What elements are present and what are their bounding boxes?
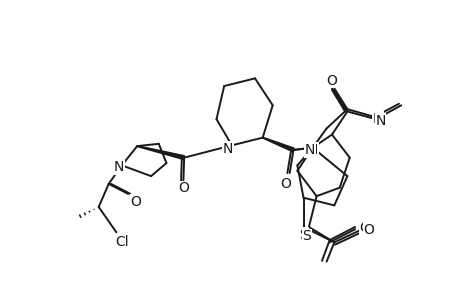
Text: O: O	[178, 182, 188, 196]
Text: N: N	[304, 143, 314, 157]
Text: O: O	[326, 74, 337, 88]
Text: N: N	[113, 160, 123, 174]
Polygon shape	[262, 137, 294, 152]
Text: Cl: Cl	[116, 236, 129, 249]
Text: O: O	[359, 221, 370, 236]
Text: O: O	[363, 223, 374, 237]
Text: O: O	[326, 73, 337, 87]
Text: N: N	[372, 112, 382, 126]
Text: S: S	[298, 228, 307, 242]
Text: O: O	[280, 177, 291, 191]
Text: N: N	[375, 114, 385, 128]
Polygon shape	[137, 146, 184, 160]
Text: O: O	[130, 195, 141, 208]
Text: N: N	[222, 142, 233, 156]
Text: S: S	[302, 229, 310, 243]
Text: N: N	[307, 143, 317, 157]
